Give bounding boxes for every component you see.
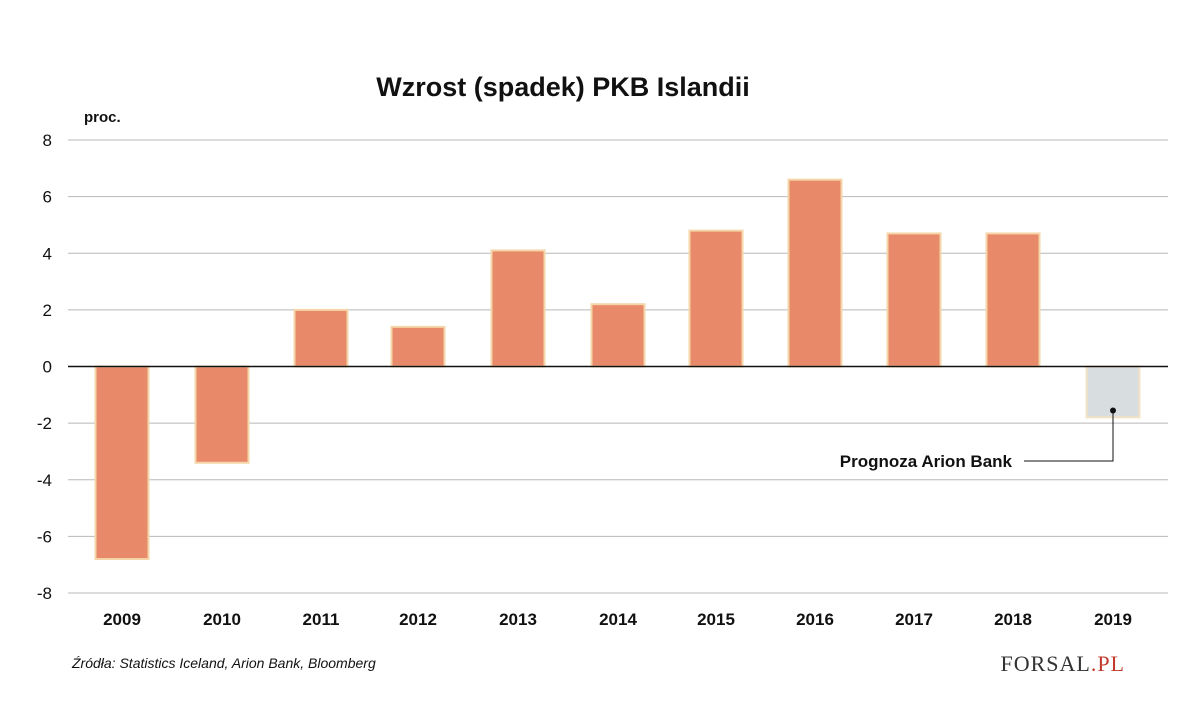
x-tick-label: 2016 xyxy=(796,610,834,629)
y-tick-label: 4 xyxy=(43,244,52,263)
bar-2012 xyxy=(390,325,446,368)
y-axis-ticks: 8 6 4 2 0 -2 -4 -6 -8 xyxy=(37,131,52,603)
bar-2016 xyxy=(787,178,843,368)
x-tick-label: 2019 xyxy=(1094,610,1132,629)
bars xyxy=(94,178,1141,561)
y-tick-label: -8 xyxy=(37,584,52,603)
y-axis-unit-label: proc. xyxy=(84,109,121,126)
x-tick-label: 2015 xyxy=(697,610,735,629)
annotation-label: Prognoza Arion Bank xyxy=(840,452,1013,471)
annotation-leader-line xyxy=(1024,410,1114,462)
logo-suffix: .PL xyxy=(1091,651,1125,676)
y-tick-label: -4 xyxy=(37,471,52,490)
bar-2009 xyxy=(94,365,150,561)
forecast-annotation: Prognoza Arion Bank xyxy=(840,407,1116,471)
y-tick-label: -2 xyxy=(37,414,52,433)
x-tick-label: 2017 xyxy=(895,610,933,629)
bar-2015 xyxy=(688,229,744,368)
x-tick-label: 2012 xyxy=(399,610,437,629)
chart-title: Wzrost (spadek) PKB Islandii xyxy=(376,72,750,102)
bar-2017 xyxy=(886,232,942,368)
x-axis-ticks: 2009 2010 2011 2012 2013 2014 2015 2016 2017 2018… xyxy=(103,610,1132,629)
y-tick-label: 0 xyxy=(43,358,52,377)
forsal-logo: FORSAL.PL xyxy=(1000,651,1125,676)
x-tick-label: 2014 xyxy=(599,610,637,629)
x-tick-label: 2009 xyxy=(103,610,141,629)
bar-2014 xyxy=(590,303,646,368)
gridlines xyxy=(68,139,1168,594)
y-tick-label: -6 xyxy=(37,527,52,546)
y-tick-label: 2 xyxy=(43,301,52,320)
bar-2011 xyxy=(293,308,349,368)
bar-2010 xyxy=(194,365,250,464)
x-tick-label: 2018 xyxy=(994,610,1032,629)
bar-2013 xyxy=(490,249,546,368)
bar-2018 xyxy=(985,232,1041,368)
source-note: Źródła: Statistics Iceland, Arion Bank, … xyxy=(71,655,376,671)
annotation-dot xyxy=(1110,407,1116,414)
x-tick-label: 2010 xyxy=(203,610,241,629)
x-tick-label: 2013 xyxy=(499,610,537,629)
y-tick-label: 6 xyxy=(43,188,52,207)
x-tick-label: 2011 xyxy=(303,610,340,629)
y-tick-label: 8 xyxy=(43,131,52,150)
logo-text: FORSAL xyxy=(1000,651,1090,676)
